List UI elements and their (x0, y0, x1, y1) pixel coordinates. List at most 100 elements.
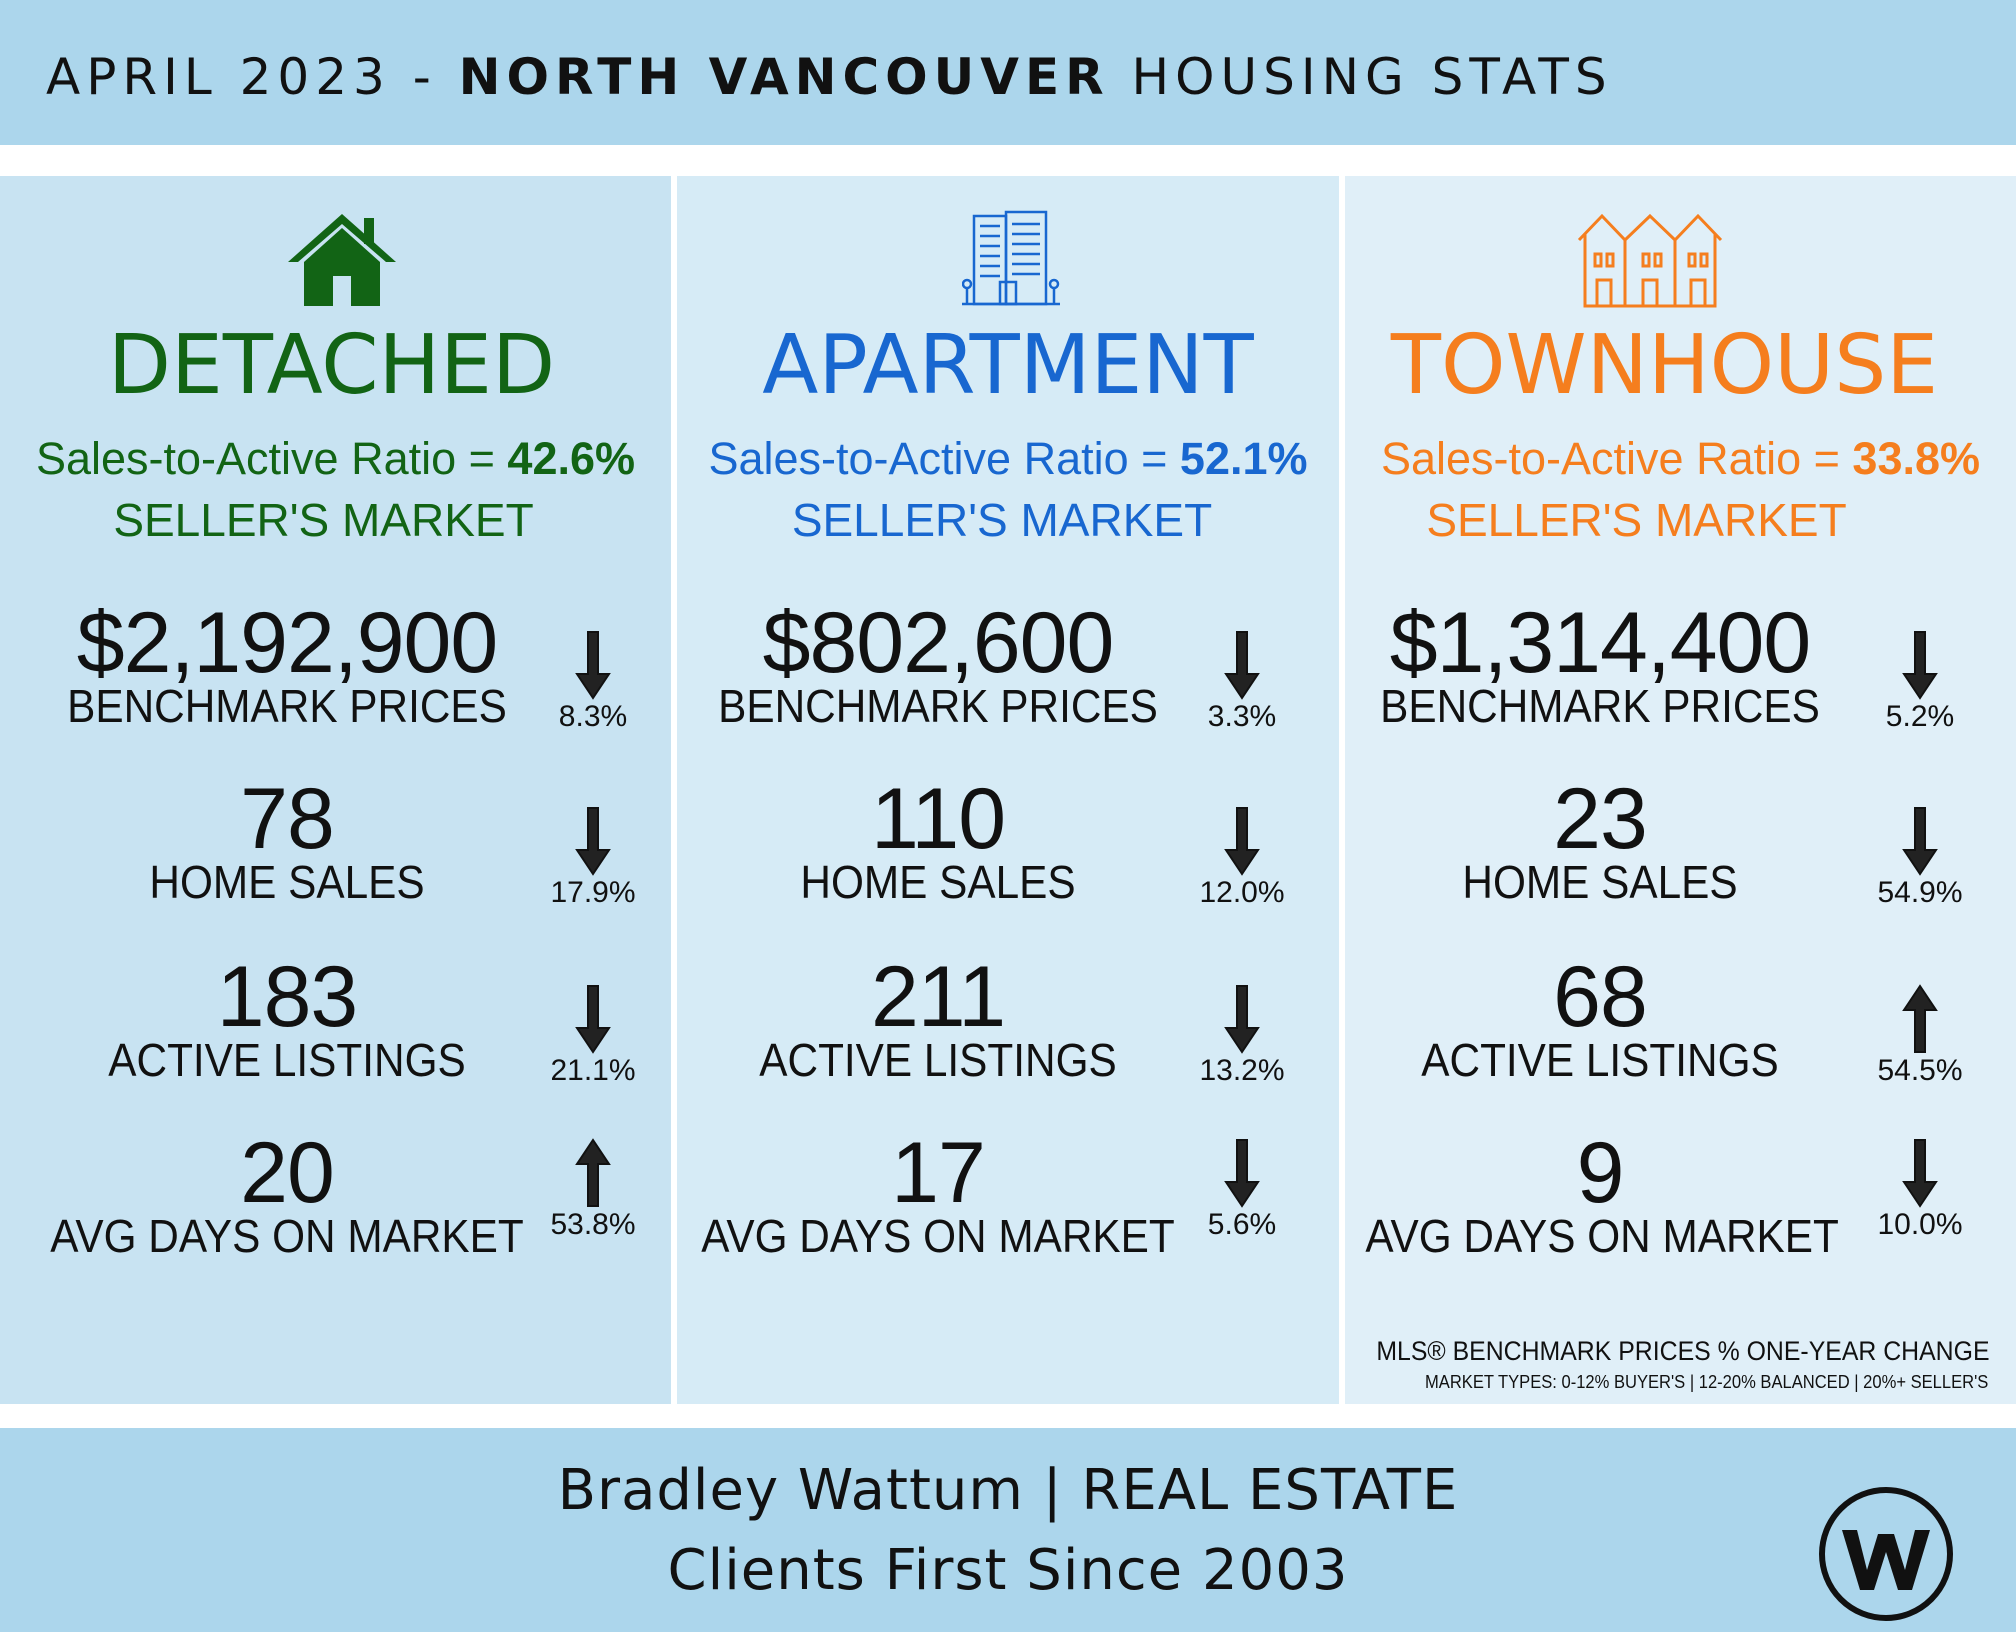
benchmark-price-stat: $802,600 BENCHMARK PRICES (677, 598, 1199, 732)
ratio-label: Sales-to-Active Ratio = (35, 433, 508, 484)
sales-active-ratio: Sales-to-Active Ratio = 52.1% (677, 429, 1339, 489)
arrow-down-icon (575, 631, 611, 700)
ratio-value: 52.1% (1179, 433, 1308, 484)
active-listings-stat: 211 ACTIVE LISTINGS (677, 952, 1199, 1086)
change-indicator: 54.9% (1860, 806, 1980, 910)
stat-label: ACTIVE LISTINGS (759, 1034, 1117, 1086)
stat-label: AVG DAYS ON MARKET (1365, 1210, 1839, 1262)
arrow-down-icon (575, 985, 611, 1054)
stat-label: BENCHMARK PRICES (67, 680, 507, 732)
stat-value: 68 (1553, 949, 1648, 1045)
benchmark-price-stat: $1,314,400 BENCHMARK PRICES (1345, 598, 1855, 732)
stat-value: 78 (240, 771, 335, 867)
change-indicator: 5.2% (1860, 630, 1980, 734)
change-percent: 54.5% (1877, 1054, 1963, 1087)
change-indicator: 17.9% (533, 806, 653, 910)
footer-banner: Bradley Wattum | REAL ESTATE Clients Fir… (0, 1428, 2016, 1632)
active-listings-stat: 68 ACTIVE LISTINGS (1345, 952, 1855, 1086)
stat-label: ACTIVE LISTINGS (1421, 1034, 1779, 1086)
stat-value: $802,600 (762, 595, 1115, 691)
change-indicator: 21.1% (533, 984, 653, 1088)
apartment-building-icon (962, 210, 1060, 306)
stat-value: 211 (870, 949, 1006, 1045)
ratio-label: Sales-to-Active Ratio = (708, 433, 1180, 484)
title-prefix: APRIL 2023 - (46, 48, 459, 106)
change-percent: 5.6% (1207, 1208, 1277, 1241)
market-type: SELLER'S MARKET (113, 494, 534, 546)
sales-active-ratio: Sales-to-Active Ratio = 33.8% (1345, 429, 2016, 489)
market-types-note: MARKET TYPES: 0-12% BUYER'S | 12-20% BAL… (1424, 1372, 1988, 1392)
stat-label: HOME SALES (800, 856, 1076, 908)
property-type-title: APARTMENT (762, 318, 1254, 413)
arrow-down-icon (1224, 631, 1260, 700)
change-percent: 3.3% (1207, 700, 1277, 733)
change-indicator: 13.2% (1182, 984, 1302, 1088)
ratio-value: 33.8% (1852, 433, 1981, 484)
stat-label: AVG DAYS ON MARKET (50, 1210, 524, 1262)
benchmark-price-stat: $2,192,900 BENCHMARK PRICES (0, 598, 574, 732)
stat-label: HOME SALES (1462, 856, 1738, 908)
townhouse-column: TOWNHOUSE Sales-to-Active Ratio = 33.8% … (1345, 176, 2016, 1404)
ratio-label: Sales-to-Active Ratio = (1380, 433, 1853, 484)
stat-value: $1,314,400 (1389, 595, 1811, 691)
change-percent: 53.8% (550, 1208, 636, 1241)
market-type: SELLER'S MARKET (1426, 494, 1847, 546)
title-location: NORTH VANCOUVER (458, 48, 1110, 106)
change-indicator: 54.5% (1860, 984, 1980, 1088)
home-sales-stat: 110 HOME SALES (677, 774, 1199, 908)
active-listings-stat: 183 ACTIVE LISTINGS (0, 952, 574, 1086)
change-indicator: 53.8% (533, 1138, 653, 1242)
change-indicator: 10.0% (1860, 1138, 1980, 1242)
change-indicator: 5.6% (1182, 1138, 1302, 1242)
stat-label: BENCHMARK PRICES (718, 680, 1158, 732)
sales-active-ratio: Sales-to-Active Ratio = 42.6% (0, 429, 671, 489)
arrow-up-icon (575, 1138, 611, 1207)
stat-value: $2,192,900 (76, 595, 498, 691)
change-percent: 54.9% (1877, 876, 1963, 909)
change-percent: 5.2% (1885, 700, 1955, 733)
stat-value: 110 (870, 771, 1006, 867)
arrow-down-icon (575, 807, 611, 876)
benchmark-note: MLS® BENCHMARK PRICES % ONE-YEAR CHANGE (1376, 1336, 1990, 1366)
stat-label: BENCHMARK PRICES (1380, 680, 1820, 732)
stat-value: 20 (240, 1125, 335, 1221)
home-sales-stat: 78 HOME SALES (0, 774, 574, 908)
brand-name: Bradley Wattum | REAL ESTATE (557, 1458, 1459, 1523)
arrow-down-icon (1224, 1139, 1260, 1208)
townhouse-icon (1577, 213, 1723, 308)
avg-days-stat: 17 AVG DAYS ON MARKET (677, 1128, 1199, 1262)
stat-label: AVG DAYS ON MARKET (701, 1210, 1175, 1262)
home-sales-stat: 23 HOME SALES (1345, 774, 1855, 908)
arrow-down-icon (1224, 807, 1260, 876)
change-indicator: 3.3% (1182, 630, 1302, 734)
arrow-up-icon (1902, 984, 1938, 1053)
brand-tagline: Clients First Since 2003 (667, 1538, 1349, 1603)
apartment-column: APARTMENT Sales-to-Active Ratio = 52.1% … (677, 176, 1339, 1404)
change-indicator: 12.0% (1182, 806, 1302, 910)
change-percent: 17.9% (550, 876, 636, 909)
arrow-down-icon (1902, 807, 1938, 876)
w-logo-icon (1819, 1487, 1953, 1621)
title-suffix: HOUSING STATS (1109, 48, 1613, 106)
change-indicator: 8.3% (533, 630, 653, 734)
stat-label: ACTIVE LISTINGS (108, 1034, 466, 1086)
change-percent: 8.3% (558, 700, 628, 733)
arrow-down-icon (1902, 1139, 1938, 1208)
stat-value: 17 (891, 1125, 986, 1221)
change-percent: 12.0% (1199, 876, 1285, 909)
house-icon (288, 214, 396, 306)
arrow-down-icon (1224, 985, 1260, 1054)
detached-column: DETACHED Sales-to-Active Ratio = 42.6% S… (0, 176, 671, 1404)
property-type-title: TOWNHOUSE (1390, 318, 1939, 413)
property-type-title: DETACHED (107, 318, 556, 413)
stat-label: HOME SALES (149, 856, 425, 908)
stat-value: 183 (216, 949, 359, 1045)
stat-value: 9 (1576, 1125, 1625, 1221)
avg-days-stat: 9 AVG DAYS ON MARKET (1345, 1128, 1855, 1262)
change-percent: 21.1% (550, 1054, 636, 1087)
arrow-down-icon (1902, 631, 1938, 700)
change-percent: 10.0% (1877, 1208, 1963, 1241)
page-title: APRIL 2023 - NORTH VANCOUVER HOUSING STA… (46, 48, 1613, 106)
stat-value: 23 (1553, 771, 1648, 867)
ratio-value: 42.6% (507, 433, 636, 484)
